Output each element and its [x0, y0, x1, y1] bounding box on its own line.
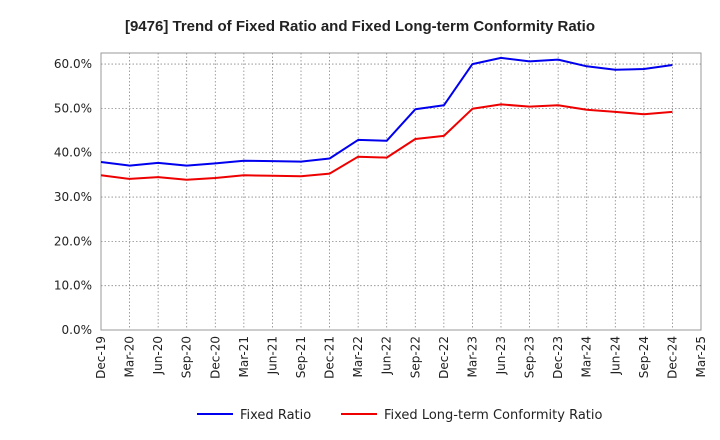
- x-tick-label: Dec-21: [323, 336, 337, 379]
- x-tick-label: Mar-23: [465, 336, 479, 377]
- y-tick-label: 60.0%: [54, 57, 92, 71]
- x-tick-label: Mar-25: [694, 336, 708, 377]
- legend: Fixed Ratio Fixed Long-term Conformity Ra…: [197, 408, 603, 423]
- x-tick-label: Mar-21: [237, 336, 251, 377]
- y-tick-label: 40.0%: [54, 146, 92, 160]
- y-tick-label: 20.0%: [54, 234, 92, 248]
- x-tick-label: Dec-19: [94, 336, 108, 379]
- chart-title: [9476] Trend of Fixed Ratio and Fixed Lo…: [125, 18, 595, 35]
- y-tick-label: 0.0%: [62, 323, 93, 337]
- x-tick-label: Mar-24: [580, 336, 594, 377]
- x-tick-label: Jun-21: [265, 336, 279, 375]
- x-tick-label: Dec-20: [208, 336, 222, 379]
- x-tick-label: Sep-22: [408, 336, 422, 378]
- x-tick-label: Mar-20: [123, 336, 137, 377]
- plot-area: 0.0% 10.0% 20.0% 30.0% 40.0% 50.0% 60.0% Dec-19…: [54, 52, 708, 379]
- x-tick-label: Mar-22: [351, 336, 365, 377]
- x-tick-label: Sep-24: [637, 336, 651, 378]
- x-tick-label: Dec-23: [551, 336, 565, 379]
- x-tick-label: Jun-23: [494, 336, 508, 375]
- y-tick-label: 30.0%: [54, 190, 92, 204]
- legend-label: Fixed Ratio: [240, 408, 311, 423]
- x-tick-label: Sep-21: [294, 336, 308, 378]
- y-tick-label: 50.0%: [54, 101, 92, 115]
- x-tick-label: Sep-23: [523, 336, 537, 378]
- series-line-fixed-ratio: [100, 56, 673, 167]
- x-tick-label: Jun-24: [608, 336, 622, 375]
- series-line-fixed-long-term-conformity-ratio: [100, 103, 673, 181]
- y-tick-label: 10.0%: [54, 279, 92, 293]
- x-tick-label: Jun-20: [151, 336, 165, 375]
- legend-label: Fixed Long-term Conformity Ratio: [384, 408, 603, 423]
- x-tick-label: Dec-24: [665, 336, 679, 379]
- plot-frame: [100, 52, 702, 331]
- x-tick-label: Dec-22: [437, 336, 451, 379]
- x-tick-label: Sep-20: [180, 336, 194, 378]
- x-tick-label: Jun-22: [380, 336, 394, 375]
